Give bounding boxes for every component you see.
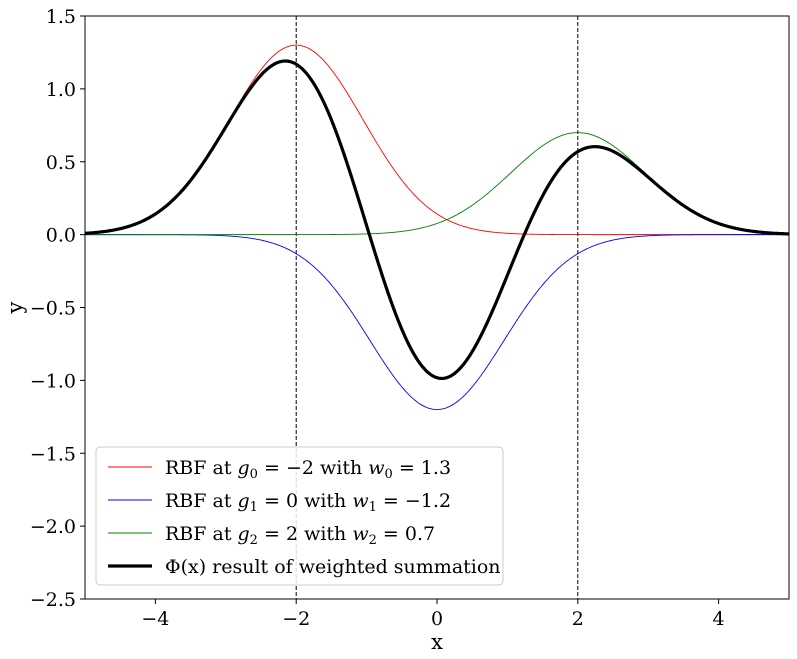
- y-tick-label: 1.0: [46, 79, 76, 101]
- legend-box: [95, 446, 504, 586]
- x-axis-label: x: [431, 630, 443, 654]
- rbf-line-1: [85, 234, 789, 410]
- legend-label: RBF at g2 = 2 with w2 = 0.7: [165, 523, 435, 548]
- rbf-line-2: [85, 132, 789, 236]
- x-tick-label: −2: [282, 608, 310, 630]
- y-tick-label: −2.0: [30, 516, 76, 538]
- y-tick-label: −1.5: [30, 443, 76, 465]
- y-tick-label: −1.0: [30, 370, 76, 392]
- series-lines: [85, 44, 789, 410]
- legend-label: RBF at g1 = 0 with w1 = −1.2: [165, 490, 451, 515]
- legend: RBF at g0 = −2 with w0 = 1.3 RBF at g1 = …: [95, 446, 504, 586]
- x-axis-ticks: −4 −2 0 2 4: [141, 599, 725, 630]
- phi-sum-line: [85, 59, 789, 381]
- x-tick-label: −4: [141, 608, 169, 630]
- x-tick-label: 0: [431, 608, 443, 630]
- y-axis-label: y: [3, 301, 27, 314]
- legend-label: RBF at g0 = −2 with w0 = 1.3: [165, 457, 451, 482]
- x-tick-label: 4: [713, 608, 725, 630]
- y-axis-ticks: −2.5 −2.0 −1.5 −1.0 −0.5 0.0 0.5 1.0 1.5: [30, 6, 85, 611]
- legend-label: Φ(x) result of weighted summation: [165, 556, 501, 578]
- vertical-guide-lines: [295, 16, 579, 599]
- y-tick-label: 0.0: [46, 225, 76, 247]
- y-tick-label: 0.5: [46, 152, 76, 174]
- y-tick-label: −0.5: [30, 298, 76, 320]
- y-tick-label: −2.5: [30, 589, 76, 611]
- y-tick-label: 1.5: [46, 6, 76, 28]
- x-tick-label: 2: [572, 608, 584, 630]
